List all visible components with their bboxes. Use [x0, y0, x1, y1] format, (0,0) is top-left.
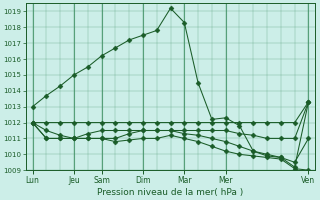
X-axis label: Pression niveau de la mer( hPa ): Pression niveau de la mer( hPa )	[97, 188, 244, 197]
